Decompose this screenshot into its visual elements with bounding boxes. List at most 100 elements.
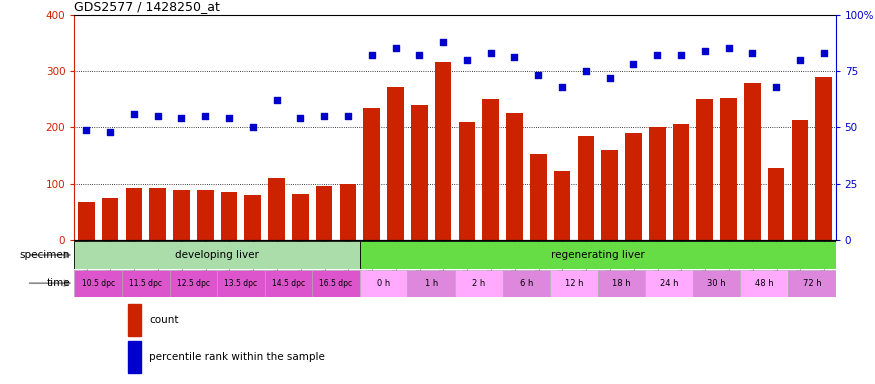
Point (603, 74, 617, 81)
Text: specimen: specimen (19, 250, 70, 260)
Bar (128, 341, 142, 373)
Text: percentile rank within the sample: percentile rank within the sample (149, 352, 325, 362)
Point (246, 124, 260, 131)
Bar (220, 192, 237, 240)
Bar (696, 99, 713, 240)
Text: 14.5 dpc: 14.5 dpc (272, 279, 305, 288)
Bar (408, 270, 455, 297)
Text: 13.5 dpc: 13.5 dpc (224, 279, 257, 288)
Point (816, 50, 830, 56)
Bar (502, 270, 550, 297)
Bar (78, 202, 94, 240)
Bar (360, 241, 836, 269)
Bar (788, 270, 836, 297)
Bar (125, 188, 142, 240)
Point (341, 113, 355, 119)
Bar (792, 120, 808, 240)
Point (722, 45, 736, 51)
Bar (625, 133, 641, 240)
Bar (601, 150, 618, 240)
Text: 16.5 dpc: 16.5 dpc (319, 279, 353, 288)
Bar (217, 270, 265, 297)
Text: GDS2577 / 1428250_at: GDS2577 / 1428250_at (74, 0, 220, 13)
Text: 0 h: 0 h (377, 279, 390, 288)
Point (270, 97, 284, 103)
Point (507, 55, 522, 61)
Bar (269, 178, 285, 240)
Bar (411, 105, 428, 240)
Text: developing liver: developing liver (175, 250, 259, 260)
Point (150, 113, 164, 119)
Point (293, 115, 307, 121)
Bar (455, 270, 502, 297)
Bar (173, 190, 190, 240)
Bar (720, 98, 737, 240)
Point (174, 115, 188, 121)
Text: time: time (46, 278, 70, 288)
Bar (740, 270, 788, 297)
Bar (530, 154, 547, 240)
Text: 18 h: 18 h (612, 279, 631, 288)
Bar (550, 270, 598, 297)
Bar (646, 270, 693, 297)
Point (412, 52, 426, 58)
Text: 24 h: 24 h (660, 279, 678, 288)
Bar (170, 270, 217, 297)
Text: 1 h: 1 h (424, 279, 438, 288)
Bar (360, 270, 408, 297)
Text: 30 h: 30 h (707, 279, 726, 288)
Bar (816, 76, 832, 240)
Point (388, 45, 402, 51)
Bar (482, 99, 499, 240)
Bar (197, 190, 214, 240)
Bar (673, 124, 690, 240)
Bar (578, 136, 594, 240)
Point (317, 113, 331, 119)
Point (579, 68, 593, 74)
Text: 12 h: 12 h (564, 279, 584, 288)
Bar (244, 195, 261, 240)
Text: count: count (149, 315, 178, 325)
Bar (122, 270, 170, 297)
Point (746, 50, 760, 56)
Point (674, 52, 688, 58)
Text: regenerating liver: regenerating liver (551, 250, 645, 260)
Text: 2 h: 2 h (473, 279, 486, 288)
Bar (768, 168, 785, 240)
Bar (649, 127, 666, 240)
Bar (458, 122, 475, 240)
Text: 48 h: 48 h (755, 279, 774, 288)
Point (697, 48, 711, 54)
Point (222, 115, 236, 121)
Bar (74, 270, 122, 297)
Point (365, 52, 379, 58)
Text: 12.5 dpc: 12.5 dpc (177, 279, 210, 288)
Text: 72 h: 72 h (802, 279, 821, 288)
Bar (693, 270, 740, 297)
Point (80, 126, 94, 132)
Bar (554, 171, 570, 240)
Point (436, 38, 450, 45)
Text: 11.5 dpc: 11.5 dpc (130, 279, 162, 288)
Bar (316, 187, 332, 240)
Bar (744, 83, 760, 240)
Bar (128, 304, 142, 336)
Point (460, 56, 474, 63)
Point (793, 56, 807, 63)
Point (650, 52, 664, 58)
Bar (265, 270, 312, 297)
Point (531, 72, 545, 78)
Bar (102, 198, 118, 240)
Point (769, 84, 783, 90)
Bar (312, 270, 360, 297)
Bar (150, 188, 166, 240)
Bar (74, 241, 360, 269)
Bar (292, 194, 309, 240)
Point (127, 111, 141, 117)
Text: 10.5 dpc: 10.5 dpc (81, 279, 115, 288)
Text: 6 h: 6 h (520, 279, 533, 288)
Point (484, 50, 498, 56)
Point (555, 84, 569, 90)
Point (103, 129, 117, 135)
Bar (506, 113, 522, 240)
